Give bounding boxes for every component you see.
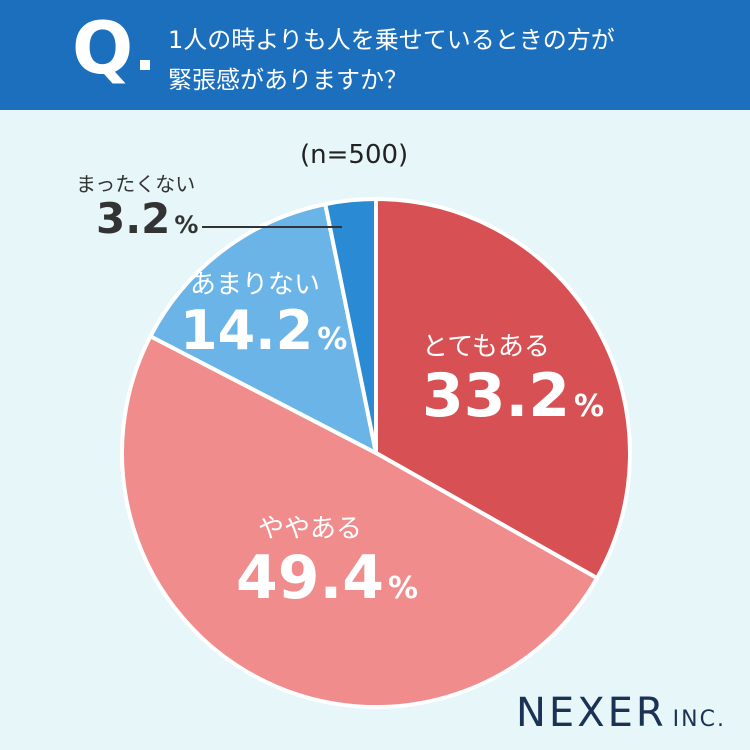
question-header: Q 1人の時よりも人を乗せているときの方が 緊張感がありますか？ xyxy=(0,0,750,110)
leader-line xyxy=(202,226,342,228)
slice-mattaku xyxy=(323,197,378,455)
slice-value-mattaku: 3.2% xyxy=(96,194,199,243)
slice-value-yaya: 49.4% xyxy=(236,543,419,613)
slice-amari xyxy=(148,202,378,455)
slice-totemo xyxy=(374,197,632,581)
brand-logo: NEXER INC. xyxy=(516,690,726,736)
q-mark: Q xyxy=(72,6,133,90)
slice-label-amari: あまりない xyxy=(190,270,321,300)
question-line-2: 緊張感がありますか？ xyxy=(168,66,408,94)
slice-value-amari: 14.2% xyxy=(180,299,348,362)
slice-label-yaya: ややある xyxy=(258,514,363,544)
slice-value-totemo: 33.2% xyxy=(422,361,605,431)
question-line-1: 1人の時よりも人を乗せているときの方が xyxy=(168,26,615,54)
slice-yaya xyxy=(120,334,600,709)
sample-size: (n=500) xyxy=(300,140,409,170)
q-dot xyxy=(140,60,150,70)
slice-label-mattaku: まったくない xyxy=(76,172,196,196)
slice-label-totemo: とてもある xyxy=(422,332,550,362)
